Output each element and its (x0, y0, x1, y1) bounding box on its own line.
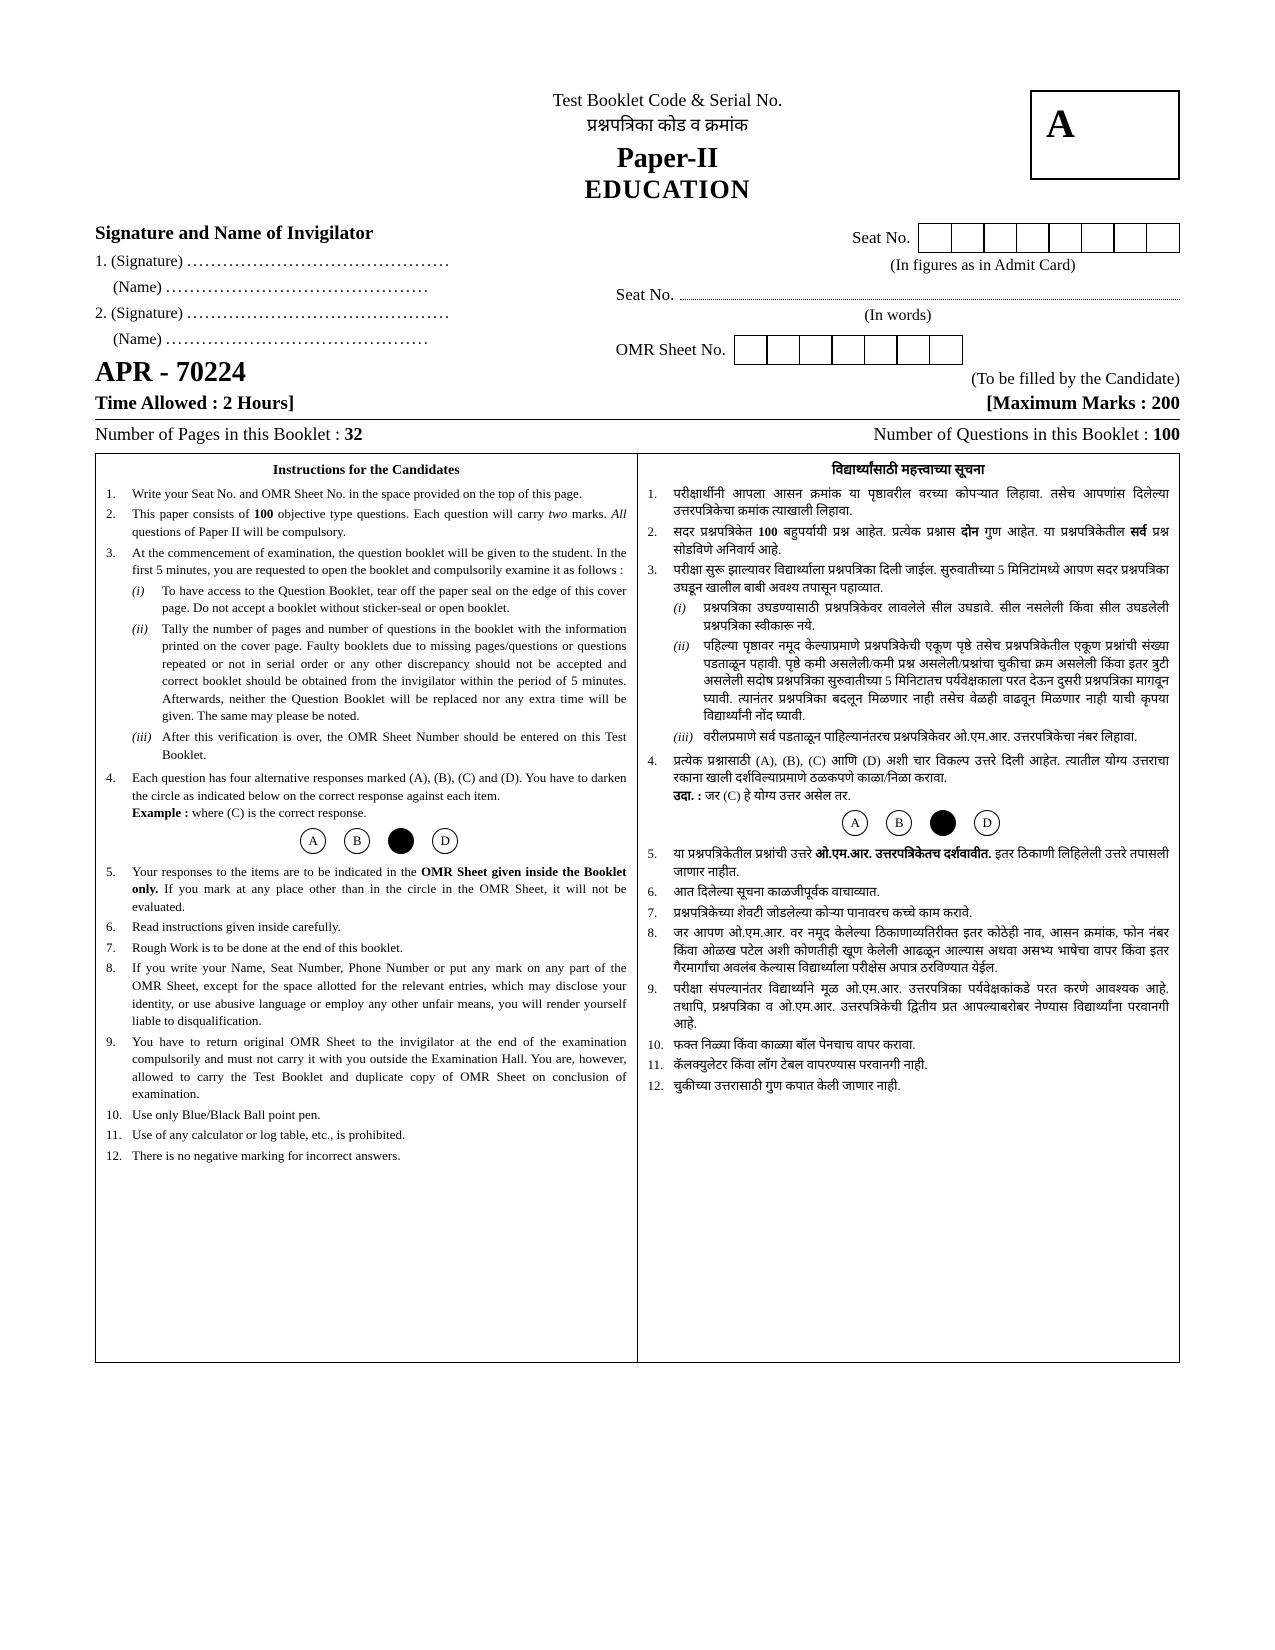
seat-figures-caption: (In figures as in Admit Card) (616, 257, 1180, 275)
instructions-wrapper: Instructions for the Candidates 1.Write … (95, 453, 1180, 1363)
instr-list-mr: 1.परीक्षार्थीनी आपला आसन क्रमांक या पृष्… (648, 485, 1170, 1094)
sub-item: (ii)पहिल्या पृष्ठावर नमूद केल्याप्रमाणे … (674, 637, 1170, 725)
instr-item: 1.Write your Seat No. and OMR Sheet No. … (106, 485, 627, 503)
bubble-C (930, 810, 956, 836)
sig1-line: 1. (Signature) .........................… (95, 253, 616, 271)
booklet-code-box: A (1030, 90, 1180, 180)
instr-item: 5.Your responses to the items are to be … (106, 863, 627, 916)
instr-item: 9.परीक्षा संपल्यानंतर विद्यार्थ्याने मूळ… (648, 980, 1170, 1033)
bubble-A: A (300, 828, 326, 854)
instr-item: 3.At the commencement of examination, th… (106, 544, 627, 767)
instr-item: 6.Read instructions given inside careful… (106, 918, 627, 936)
sub-item: (iii)वरीलप्रमाणे सर्व पडताळून पाहिल्यानं… (674, 728, 1170, 746)
fill-candidate-caption: (To be filled by the Candidate) (616, 369, 1180, 389)
instr-item: 6.आत दिलेल्या सूचना काळजीपूर्वक वाचाव्या… (648, 883, 1170, 901)
omr-box (831, 335, 865, 365)
sub-item: (ii)Tally the number of pages and number… (132, 620, 627, 725)
bubble-row: AB D (132, 828, 627, 854)
max-marks: [Maximum Marks : 200 (986, 393, 1180, 415)
sig2-line: 2. (Signature) .........................… (95, 305, 616, 323)
bubble-B: B (886, 810, 912, 836)
seat-box (983, 223, 1017, 253)
instr-item: 11.Use of any calculator or log table, e… (106, 1126, 627, 1144)
subject-name: EDUCATION (305, 175, 1030, 205)
seat-box (1146, 223, 1180, 253)
instr-heading-mr: विद्यार्थ्यांसाठी महत्त्वाच्या सूचना (648, 462, 1170, 481)
seat-words-dots (680, 286, 1180, 300)
instr-item: 2.This paper consists of 100 objective t… (106, 505, 627, 540)
seat-column: Seat No. (In figures as in Admit Card) S… (616, 223, 1180, 389)
exam-code: APR - 70224 (95, 357, 616, 389)
bubble-D: D (974, 810, 1000, 836)
instr-item: 10.फक्त निळ्या किंवा काळ्या बॉल पेनचाच व… (648, 1036, 1170, 1054)
omr-box (734, 335, 768, 365)
seat-no-label: Seat No. (852, 228, 911, 248)
bubble-C (388, 828, 414, 854)
omr-row: OMR Sheet No. (616, 335, 1180, 365)
instr-heading-en: Instructions for the Candidates (106, 462, 627, 481)
seat-words-label: Seat No. (616, 285, 675, 305)
instr-item: 1.परीक्षार्थीनी आपला आसन क्रमांक या पृष्… (648, 485, 1170, 520)
seat-words-caption: (In words) (616, 307, 1180, 325)
seat-box (951, 223, 985, 253)
signature-seat-section: Signature and Name of Invigilator 1. (Si… (95, 223, 1180, 389)
omr-box (929, 335, 963, 365)
seat-box (1048, 223, 1082, 253)
omr-box (864, 335, 898, 365)
instr-item: 4.प्रत्येक प्रश्नासाठी (A), (B), (C) आणि… (648, 752, 1170, 843)
seat-box (1016, 223, 1050, 253)
sublist: (i)प्रश्नपत्रिका उघडण्यासाठी प्रश्नपत्रि… (674, 599, 1170, 745)
time-allowed: Time Allowed : 2 Hours] (95, 393, 294, 415)
name2-line: (Name) .................................… (95, 331, 616, 349)
instr-item: 7.Rough Work is to be done at the end of… (106, 939, 627, 957)
instr-item: 8.जर आपण ओ.एम.आर. वर नमूद केलेल्या ठिकाण… (648, 924, 1170, 977)
instr-item: 9.You have to return original OMR Sheet … (106, 1033, 627, 1103)
bubble-D: D (432, 828, 458, 854)
omr-box (896, 335, 930, 365)
time-marks-row: Time Allowed : 2 Hours] [Maximum Marks :… (95, 393, 1180, 420)
pages-questions-row: Number of Pages in this Booklet : 32 Num… (95, 424, 1180, 445)
questions-count: Number of Questions in this Booklet : 10… (874, 424, 1180, 445)
seat-box (1081, 223, 1115, 253)
instr-item: 4.Each question has four alternative res… (106, 769, 627, 860)
omr-box (799, 335, 833, 365)
instr-item: 11.कॅलक्युलेटर किंवा लॉग टेबल वापरण्यास … (648, 1056, 1170, 1074)
signature-column: Signature and Name of Invigilator 1. (Si… (95, 223, 616, 389)
bubble-B: B (344, 828, 370, 854)
sub-item: (i)To have access to the Question Bookle… (132, 582, 627, 617)
header-center: Test Booklet Code & Serial No. प्रश्नपत्… (95, 90, 1030, 205)
invigilator-title: Signature and Name of Invigilator (95, 223, 616, 245)
omr-label: OMR Sheet No. (616, 340, 726, 360)
header-row: Test Booklet Code & Serial No. प्रश्नपत्… (95, 90, 1180, 205)
seat-no-figures-row: Seat No. (616, 223, 1180, 253)
instructions-english: Instructions for the Candidates 1.Write … (96, 454, 638, 1362)
omr-box (766, 335, 800, 365)
instr-item: 3.परीक्षा सुरू झाल्यावर विद्यार्थ्याला प… (648, 561, 1170, 748)
name1-line: (Name) .................................… (95, 279, 616, 297)
sub-item: (iii)After this verification is over, th… (132, 728, 627, 763)
instr-item: 2.सदर प्रश्नपत्रिकेत 100 बहुपर्यायी प्रश… (648, 523, 1170, 558)
bubble-A: A (842, 810, 868, 836)
sub-item: (i)प्रश्नपत्रिका उघडण्यासाठी प्रश्नपत्रि… (674, 599, 1170, 634)
instr-list-en: 1.Write your Seat No. and OMR Sheet No. … (106, 485, 627, 1165)
bubble-row: AB D (674, 810, 1170, 836)
paper-number: Paper-II (305, 143, 1030, 175)
seat-words-row: Seat No. (616, 285, 1180, 305)
booklet-code-label-mr: प्रश्नपत्रिका कोड व क्रमांक (305, 113, 1030, 137)
sublist: (i)To have access to the Question Bookle… (132, 582, 627, 763)
instr-item: 5.या प्रश्नपत्रिकेतील प्रश्नांची उत्तरे … (648, 845, 1170, 880)
instr-item: 10.Use only Blue/Black Ball point pen. (106, 1106, 627, 1124)
seat-box (1113, 223, 1147, 253)
pages-count: Number of Pages in this Booklet : 32 (95, 424, 362, 445)
instr-item: 7.प्रश्नपत्रिकेच्या शेवटी जोडलेल्या कोऱ्… (648, 904, 1170, 922)
instr-item: 8.If you write your Name, Seat Number, P… (106, 959, 627, 1029)
booklet-code-label-en: Test Booklet Code & Serial No. (305, 90, 1030, 111)
instr-item: 12.चुकीच्या उत्तरासाठी गुण कपात केली जाण… (648, 1077, 1170, 1095)
omr-boxes (734, 335, 963, 365)
seat-no-boxes (918, 223, 1180, 253)
seat-box (918, 223, 952, 253)
instr-item: 12.There is no negative marking for inco… (106, 1147, 627, 1165)
instructions-marathi: विद्यार्थ्यांसाठी महत्त्वाच्या सूचना 1.प… (638, 454, 1180, 1362)
